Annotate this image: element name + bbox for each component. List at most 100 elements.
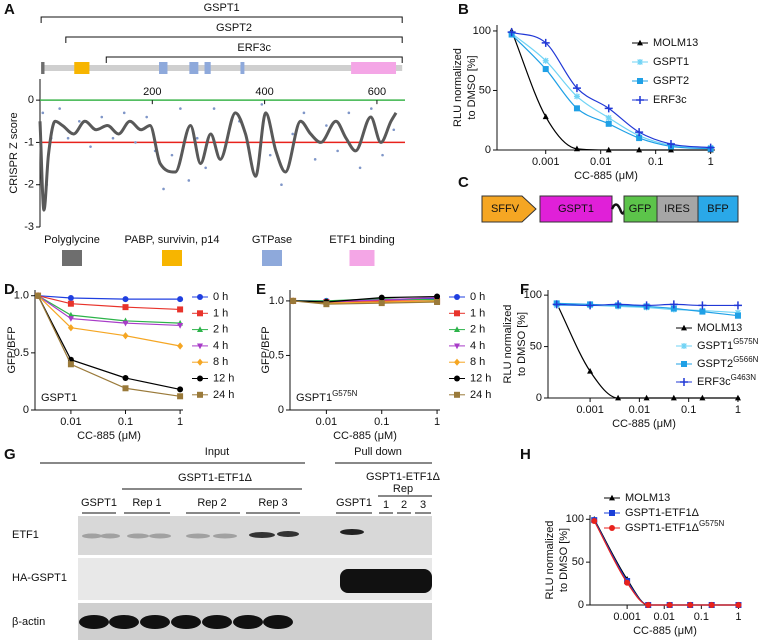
legend-marker xyxy=(454,375,460,382)
domain xyxy=(74,62,90,74)
legend-label: 24 h xyxy=(213,389,234,401)
legend-marker xyxy=(637,78,643,84)
y-tick-label: 100 xyxy=(473,25,491,37)
data-point xyxy=(122,304,129,311)
bracket-label: GSPT1 xyxy=(204,2,240,14)
band xyxy=(233,615,263,629)
y-axis-label: to DMSO [%] xyxy=(466,55,478,119)
data-point xyxy=(67,311,74,318)
band xyxy=(140,615,170,629)
data-point xyxy=(552,300,561,309)
gene-box xyxy=(656,195,699,223)
blot: G Input GSPT1-ETF1Δ GSPT1 Rep 1 Rep 2 Re… xyxy=(4,446,441,640)
y-tick-label: 50 xyxy=(530,340,542,352)
data-point xyxy=(323,301,330,308)
legend-name: ERF3c xyxy=(697,376,731,388)
domain-legend-label: ETF1 binding xyxy=(329,234,394,246)
data-point xyxy=(573,93,580,100)
legend-name: 0 h xyxy=(470,291,485,303)
legend-label: 1 h xyxy=(470,307,485,319)
legend-label: GSPT2 xyxy=(653,75,689,87)
legend-name: GSPT2 xyxy=(697,358,733,370)
y-tick-label: 0 xyxy=(278,404,284,416)
legend-label: MOLM13 xyxy=(653,37,698,49)
legend-sup: G463N xyxy=(731,373,757,382)
data-point xyxy=(378,294,385,301)
data-point xyxy=(507,28,516,37)
data-point xyxy=(615,394,622,401)
legend-sup: G566N xyxy=(733,355,759,364)
band xyxy=(202,615,232,629)
x-axis-label: CC-885 (μM) xyxy=(612,418,676,430)
y-axis-label: GFP/BFP xyxy=(6,326,18,373)
data-point xyxy=(698,301,707,310)
group-label: Rep xyxy=(393,483,413,495)
row-label: β-actin xyxy=(12,616,45,628)
data-point xyxy=(667,146,674,153)
data-point xyxy=(122,385,129,392)
domain-legend-swatch xyxy=(62,250,82,266)
series-line xyxy=(511,31,711,149)
row-label: ETF1 xyxy=(12,529,39,541)
annotation: GSPT1G575N xyxy=(296,389,358,404)
data-point xyxy=(111,136,115,140)
legend-marker xyxy=(636,96,644,104)
x-tick-label: 0.01 xyxy=(654,611,675,623)
data-point xyxy=(699,394,706,401)
data-point xyxy=(572,84,581,93)
legend-label: GSPT1-ETF1Δ xyxy=(625,507,700,519)
y-tick-label: -1 xyxy=(24,136,34,148)
legend-marker xyxy=(454,391,460,398)
data-point xyxy=(122,320,129,327)
series-line xyxy=(37,295,181,300)
data-point xyxy=(145,115,148,119)
data-point xyxy=(666,140,675,149)
data-point xyxy=(302,111,306,115)
legend-name: 12 h xyxy=(213,372,234,384)
panel-letter: C xyxy=(458,174,469,191)
domain-legend-label: Polyglycine xyxy=(44,234,100,246)
legend-name: 0 h xyxy=(213,291,228,303)
x-tick-label: 0.1 xyxy=(681,404,696,416)
annotation: GSPT1 xyxy=(41,392,77,404)
y-tick-label: 1.0 xyxy=(269,295,284,307)
legend-name: MOLM13 xyxy=(625,492,670,504)
data-point xyxy=(605,114,612,121)
panel-letter: H xyxy=(520,446,531,463)
legend-marker xyxy=(681,361,687,367)
series-line xyxy=(37,295,181,391)
data-point xyxy=(734,309,741,316)
data-point xyxy=(313,158,317,161)
x-axis-label: CC-885 (μM) xyxy=(574,170,638,182)
band xyxy=(249,532,275,538)
legend-name: ERF3c xyxy=(653,94,687,106)
lane-label: 3 xyxy=(420,499,426,511)
data-point xyxy=(177,296,184,303)
lane-label: 2 xyxy=(401,499,407,511)
lane-label: Rep 3 xyxy=(258,497,287,509)
bracket-label: ERF3c xyxy=(237,42,271,54)
data-point xyxy=(358,166,362,170)
legend-label: 2 h xyxy=(470,324,485,336)
legend-label: MOLM13 xyxy=(625,492,670,504)
data-point xyxy=(122,111,126,115)
series-line xyxy=(511,34,711,150)
legend-name: GSPT1 xyxy=(653,56,689,68)
legend-name: 12 h xyxy=(470,372,491,384)
legend-name: 24 h xyxy=(213,389,234,401)
data-point xyxy=(734,312,741,319)
legend-marker xyxy=(454,294,460,300)
legend-marker xyxy=(637,59,643,65)
x-tick-label: 1 xyxy=(735,404,741,416)
data-point xyxy=(122,332,129,340)
legend-label: 1 h xyxy=(213,307,228,319)
legend-marker xyxy=(609,510,615,516)
construct-part: BFP xyxy=(707,203,728,215)
panel-letter: D xyxy=(4,281,15,298)
data-point xyxy=(591,518,598,524)
data-point xyxy=(89,145,92,148)
x-tick-label: 0.1 xyxy=(648,156,663,168)
legend-label: 12 h xyxy=(470,372,491,384)
data-point xyxy=(605,146,612,153)
